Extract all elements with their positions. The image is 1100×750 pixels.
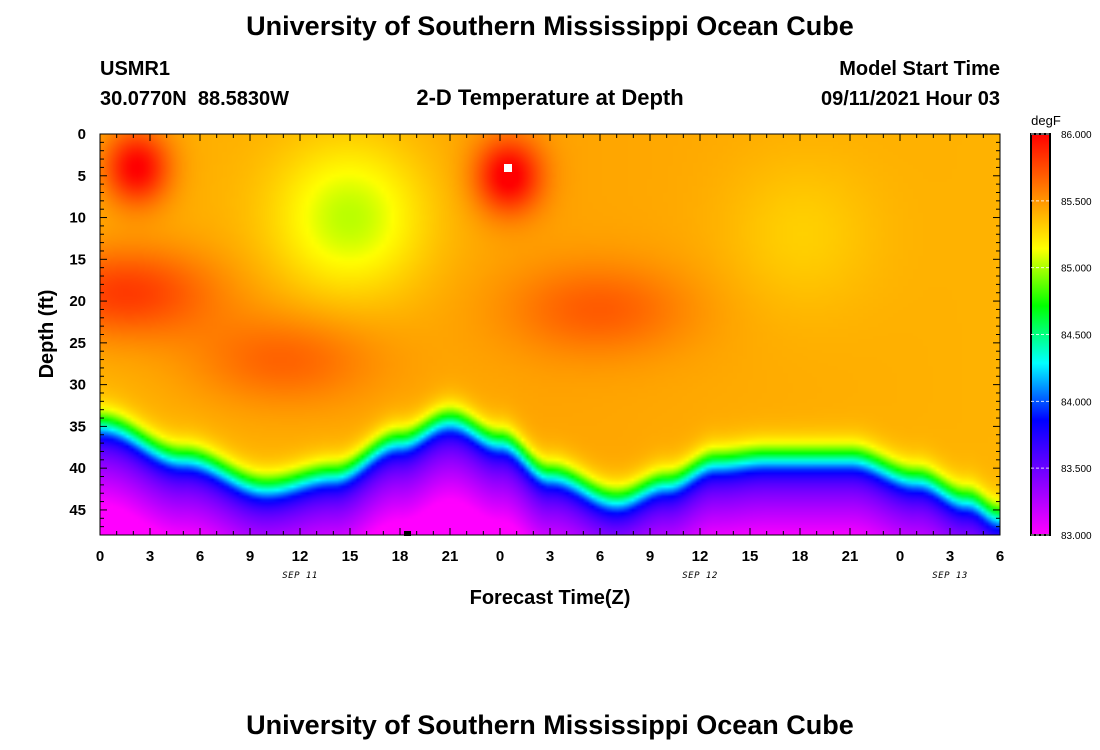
- x-tick-label: 3: [146, 548, 154, 565]
- x-axis-label: Forecast Time(Z): [470, 587, 631, 609]
- date-label: SEP 12: [682, 571, 718, 581]
- x-tick-label: 15: [342, 548, 359, 565]
- footer-title: University of Southern Mississippi Ocean…: [246, 710, 854, 740]
- x-axis: 0 3 6 9 12 15 18 21 0 3 6 9 12 15 18 21 0 3 6: [96, 134, 1004, 565]
- y-tick-label: 5: [78, 168, 86, 185]
- y-axis: 0 5 10 15 20 25 30 35 40 45: [69, 126, 1000, 536]
- y-tick-label: 40: [69, 460, 86, 477]
- x-tick-label: 3: [546, 548, 554, 565]
- x-tick-label: 6: [996, 548, 1004, 565]
- y-tick-label: 25: [69, 335, 86, 352]
- x-tick-label: 6: [196, 548, 204, 565]
- x-tick-label: 0: [496, 548, 504, 565]
- x-tick-label: 0: [896, 548, 904, 565]
- colorbar-ticks: 86.000 85.500 85.000 84.500 84.000 83.500 83.0…: [1031, 130, 1092, 542]
- date-labels: SEP 11 SEP 12 SEP 13: [282, 571, 968, 581]
- colorbar-tick-label: 85.000: [1061, 264, 1092, 275]
- colorbar-tick-label: 84.000: [1061, 397, 1092, 408]
- y-tick-label: 30: [69, 377, 86, 394]
- bottom-marker: [404, 531, 411, 536]
- colorbar-tick-label: 83.000: [1061, 531, 1092, 542]
- x-tick-label: 15: [742, 548, 759, 565]
- colorbar: degF 86.000 85.500 85.000 84.500 84.000 83.50…: [1030, 113, 1092, 542]
- colorbar-tick-label: 86.000: [1061, 130, 1092, 141]
- colorbar-unit: degF: [1031, 113, 1061, 128]
- colorbar-tick-label: 85.500: [1061, 197, 1092, 208]
- x-tick-label: 6: [596, 548, 604, 565]
- x-tick-label: 9: [646, 548, 654, 565]
- main-title: University of Southern Mississippi Ocean…: [246, 11, 854, 41]
- x-tick-label: 21: [442, 548, 459, 565]
- y-axis-label: Depth (ft): [36, 290, 58, 379]
- y-tick-label: 15: [69, 251, 86, 268]
- x-tick-label: 12: [292, 548, 309, 565]
- x-tick-label: 0: [96, 548, 104, 565]
- date-label: SEP 13: [932, 571, 968, 581]
- y-tick-label: 20: [69, 293, 86, 310]
- x-tick-label: 9: [246, 548, 254, 565]
- model-start-time: 09/11/2021 Hour 03: [821, 88, 1000, 110]
- x-tick-label: 18: [792, 548, 809, 565]
- x-tick-label: 18: [392, 548, 409, 565]
- surface-marker: [504, 164, 512, 172]
- y-tick-label: 45: [69, 502, 86, 519]
- station-id: USMR1: [100, 58, 170, 80]
- chart-subtitle: 2-D Temperature at Depth: [416, 85, 683, 110]
- x-tick-label: 21: [842, 548, 859, 565]
- colorbar-gradient: [1031, 134, 1050, 535]
- colorbar-tick-label: 84.500: [1061, 331, 1092, 342]
- x-tick-label: 12: [692, 548, 709, 565]
- y-tick-label: 10: [69, 210, 86, 227]
- y-tick-label: 0: [78, 126, 86, 143]
- heatmap-plot-area: [99, 133, 1001, 536]
- date-label: SEP 11: [282, 571, 318, 581]
- model-start-label: Model Start Time: [839, 58, 1000, 80]
- x-tick-label: 3: [946, 548, 954, 565]
- y-tick-label: 35: [69, 418, 86, 435]
- station-coords: 30.0770N 88.5830W: [100, 88, 289, 110]
- temperature-heatmap: [100, 134, 1000, 535]
- colorbar-tick-label: 83.500: [1061, 464, 1092, 475]
